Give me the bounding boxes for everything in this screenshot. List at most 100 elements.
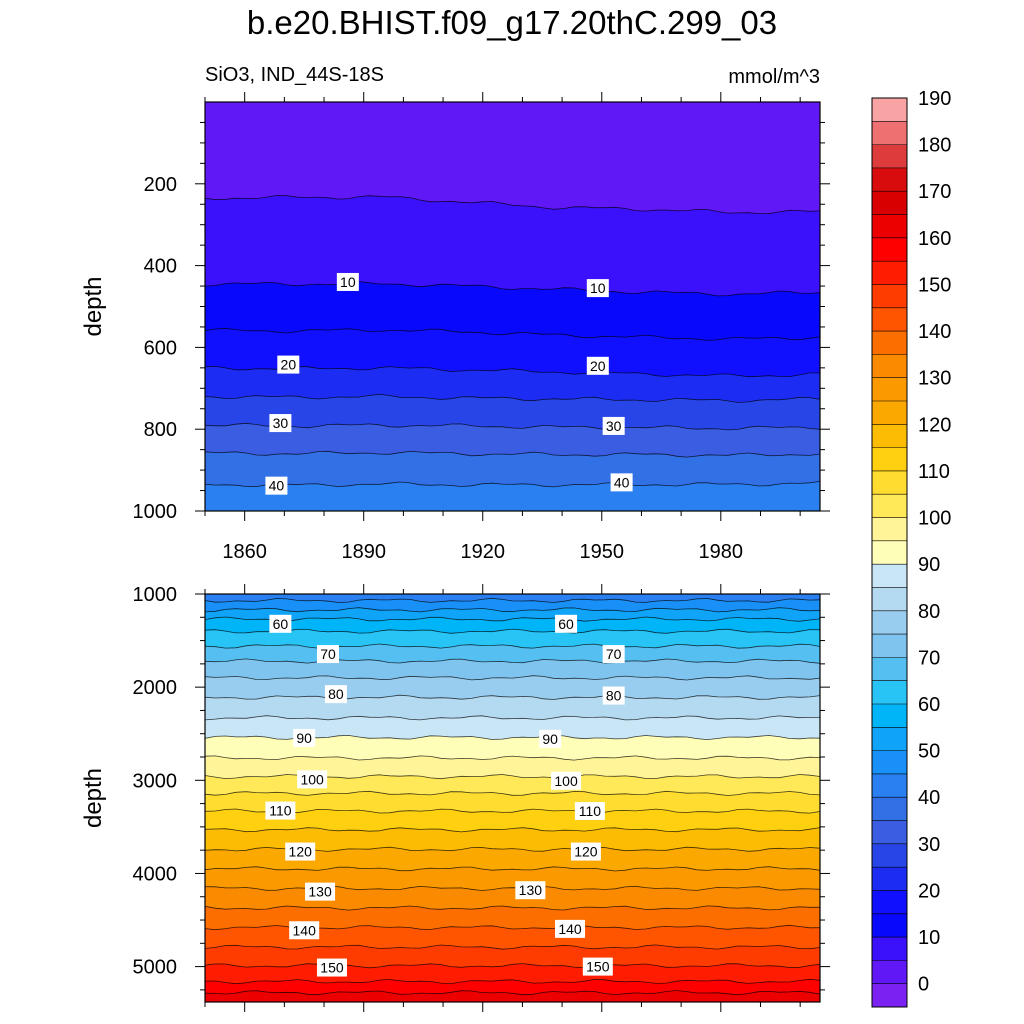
contour-label-bg bbox=[277, 355, 300, 374]
contour-label: 90 bbox=[542, 731, 558, 747]
contour-label-bg bbox=[324, 685, 347, 704]
contour-line bbox=[204, 658, 821, 664]
colorbar-box bbox=[872, 797, 907, 821]
colorbar-box bbox=[872, 494, 907, 518]
colorbar-label: 90 bbox=[918, 554, 940, 576]
contour-label-bg bbox=[586, 356, 609, 375]
contour-line bbox=[204, 628, 821, 634]
colorbar-box bbox=[872, 401, 907, 425]
contour-label-bg bbox=[317, 645, 339, 664]
contour-label-bg bbox=[293, 728, 316, 747]
colorbar-box bbox=[872, 191, 907, 215]
colorbar-box bbox=[872, 167, 907, 192]
colorbar: 0 10 20 30 40 50 60 70 80 90 100 110 120 130 140 150 160… bbox=[871, 88, 951, 1008]
y-tick-label: 600 bbox=[144, 337, 177, 359]
contour-label: 120 bbox=[574, 844, 598, 860]
contour-label: 70 bbox=[320, 646, 336, 662]
contour-line bbox=[204, 963, 821, 969]
contour-label-bg bbox=[265, 476, 288, 495]
y-tick-label: 800 bbox=[144, 419, 177, 441]
colorbar-box bbox=[872, 750, 907, 775]
contour-label: 80 bbox=[328, 686, 344, 702]
contour-label-bg bbox=[269, 614, 292, 633]
colorbar-box bbox=[872, 284, 907, 309]
colorbar-label: 20 bbox=[918, 880, 940, 902]
contour-label: 20 bbox=[590, 358, 606, 374]
plot-frame bbox=[204, 593, 821, 1003]
contour-label: 40 bbox=[269, 478, 285, 494]
contour-line bbox=[204, 327, 821, 341]
y-tick-label: 5000 bbox=[133, 957, 178, 979]
contour-line bbox=[204, 790, 821, 796]
contour-label: 110 bbox=[579, 803, 602, 819]
contour-label-bg bbox=[336, 272, 359, 291]
colorbar-box bbox=[872, 261, 907, 285]
colorbar-box bbox=[872, 960, 907, 984]
contour-label: 20 bbox=[281, 357, 297, 373]
colorbar-label: 160 bbox=[918, 228, 951, 250]
x-tick-label: 1980 bbox=[699, 541, 744, 563]
contour-line bbox=[204, 597, 821, 603]
colorbar-box bbox=[872, 144, 907, 169]
colorbar-frame bbox=[871, 97, 908, 1008]
contour-label-bg bbox=[610, 473, 633, 492]
contour-label: 140 bbox=[558, 921, 582, 937]
contour-line bbox=[204, 905, 820, 911]
contour-line bbox=[204, 694, 821, 700]
colorbar-label: 140 bbox=[918, 321, 951, 343]
y-axis-label: depth bbox=[80, 276, 107, 336]
contour-label: 80 bbox=[606, 688, 622, 704]
x-tick-label: 1950 bbox=[580, 541, 625, 563]
x-tick-label: 1860 bbox=[222, 541, 267, 563]
colorbar-box bbox=[872, 773, 907, 798]
contour-line bbox=[204, 422, 821, 431]
contour-line bbox=[204, 607, 821, 613]
contour-label-bg bbox=[269, 414, 292, 433]
contour-label-bg bbox=[305, 882, 336, 901]
contour-line bbox=[204, 944, 821, 950]
contour-line bbox=[204, 616, 821, 622]
contour-line bbox=[204, 990, 821, 996]
x-tick-label: 1920 bbox=[460, 541, 505, 563]
contour-line bbox=[204, 808, 821, 814]
contour-label-bg bbox=[297, 770, 328, 789]
contour-label-bg bbox=[582, 957, 613, 976]
colorbar-label: 10 bbox=[918, 927, 940, 949]
colorbar-box bbox=[872, 657, 907, 681]
contour-label: 150 bbox=[320, 960, 344, 976]
contour-label: 130 bbox=[519, 882, 543, 898]
y-tick-label: 2000 bbox=[133, 677, 178, 699]
contour-label: 110 bbox=[269, 803, 292, 819]
contour-label: 40 bbox=[614, 474, 630, 490]
contour-line bbox=[204, 281, 821, 297]
y-tick-label: 3000 bbox=[133, 770, 178, 792]
contour-label-bg bbox=[265, 801, 296, 820]
colorbar-box bbox=[872, 121, 907, 145]
contour-line bbox=[204, 450, 821, 458]
colorbar-label: 60 bbox=[918, 694, 940, 716]
colorbar-box bbox=[872, 727, 907, 751]
colorbar-box bbox=[872, 610, 907, 635]
colorbar-box bbox=[872, 377, 907, 402]
contour-line bbox=[204, 866, 821, 872]
colorbar-box bbox=[872, 704, 907, 728]
colorbar-box bbox=[872, 913, 907, 938]
contour-label: 30 bbox=[273, 415, 289, 431]
contour-label-bg bbox=[289, 921, 320, 940]
colorbar-label: 70 bbox=[918, 647, 940, 669]
fill-band bbox=[205, 481, 820, 511]
y-axis-label: depth bbox=[80, 768, 107, 828]
colorbar-label: 150 bbox=[918, 274, 951, 296]
contour-label: 100 bbox=[554, 773, 578, 789]
contour-line bbox=[204, 365, 820, 378]
contour-line bbox=[204, 393, 821, 403]
colorbar-box bbox=[872, 540, 907, 565]
colorbar-box bbox=[872, 983, 907, 1008]
contour-label-bg bbox=[555, 919, 586, 938]
contour-line bbox=[204, 194, 821, 215]
colorbar-box bbox=[872, 307, 907, 332]
colorbar-label: 100 bbox=[918, 508, 951, 530]
contour-label-bg bbox=[570, 842, 601, 861]
contour-label: 150 bbox=[586, 959, 610, 975]
